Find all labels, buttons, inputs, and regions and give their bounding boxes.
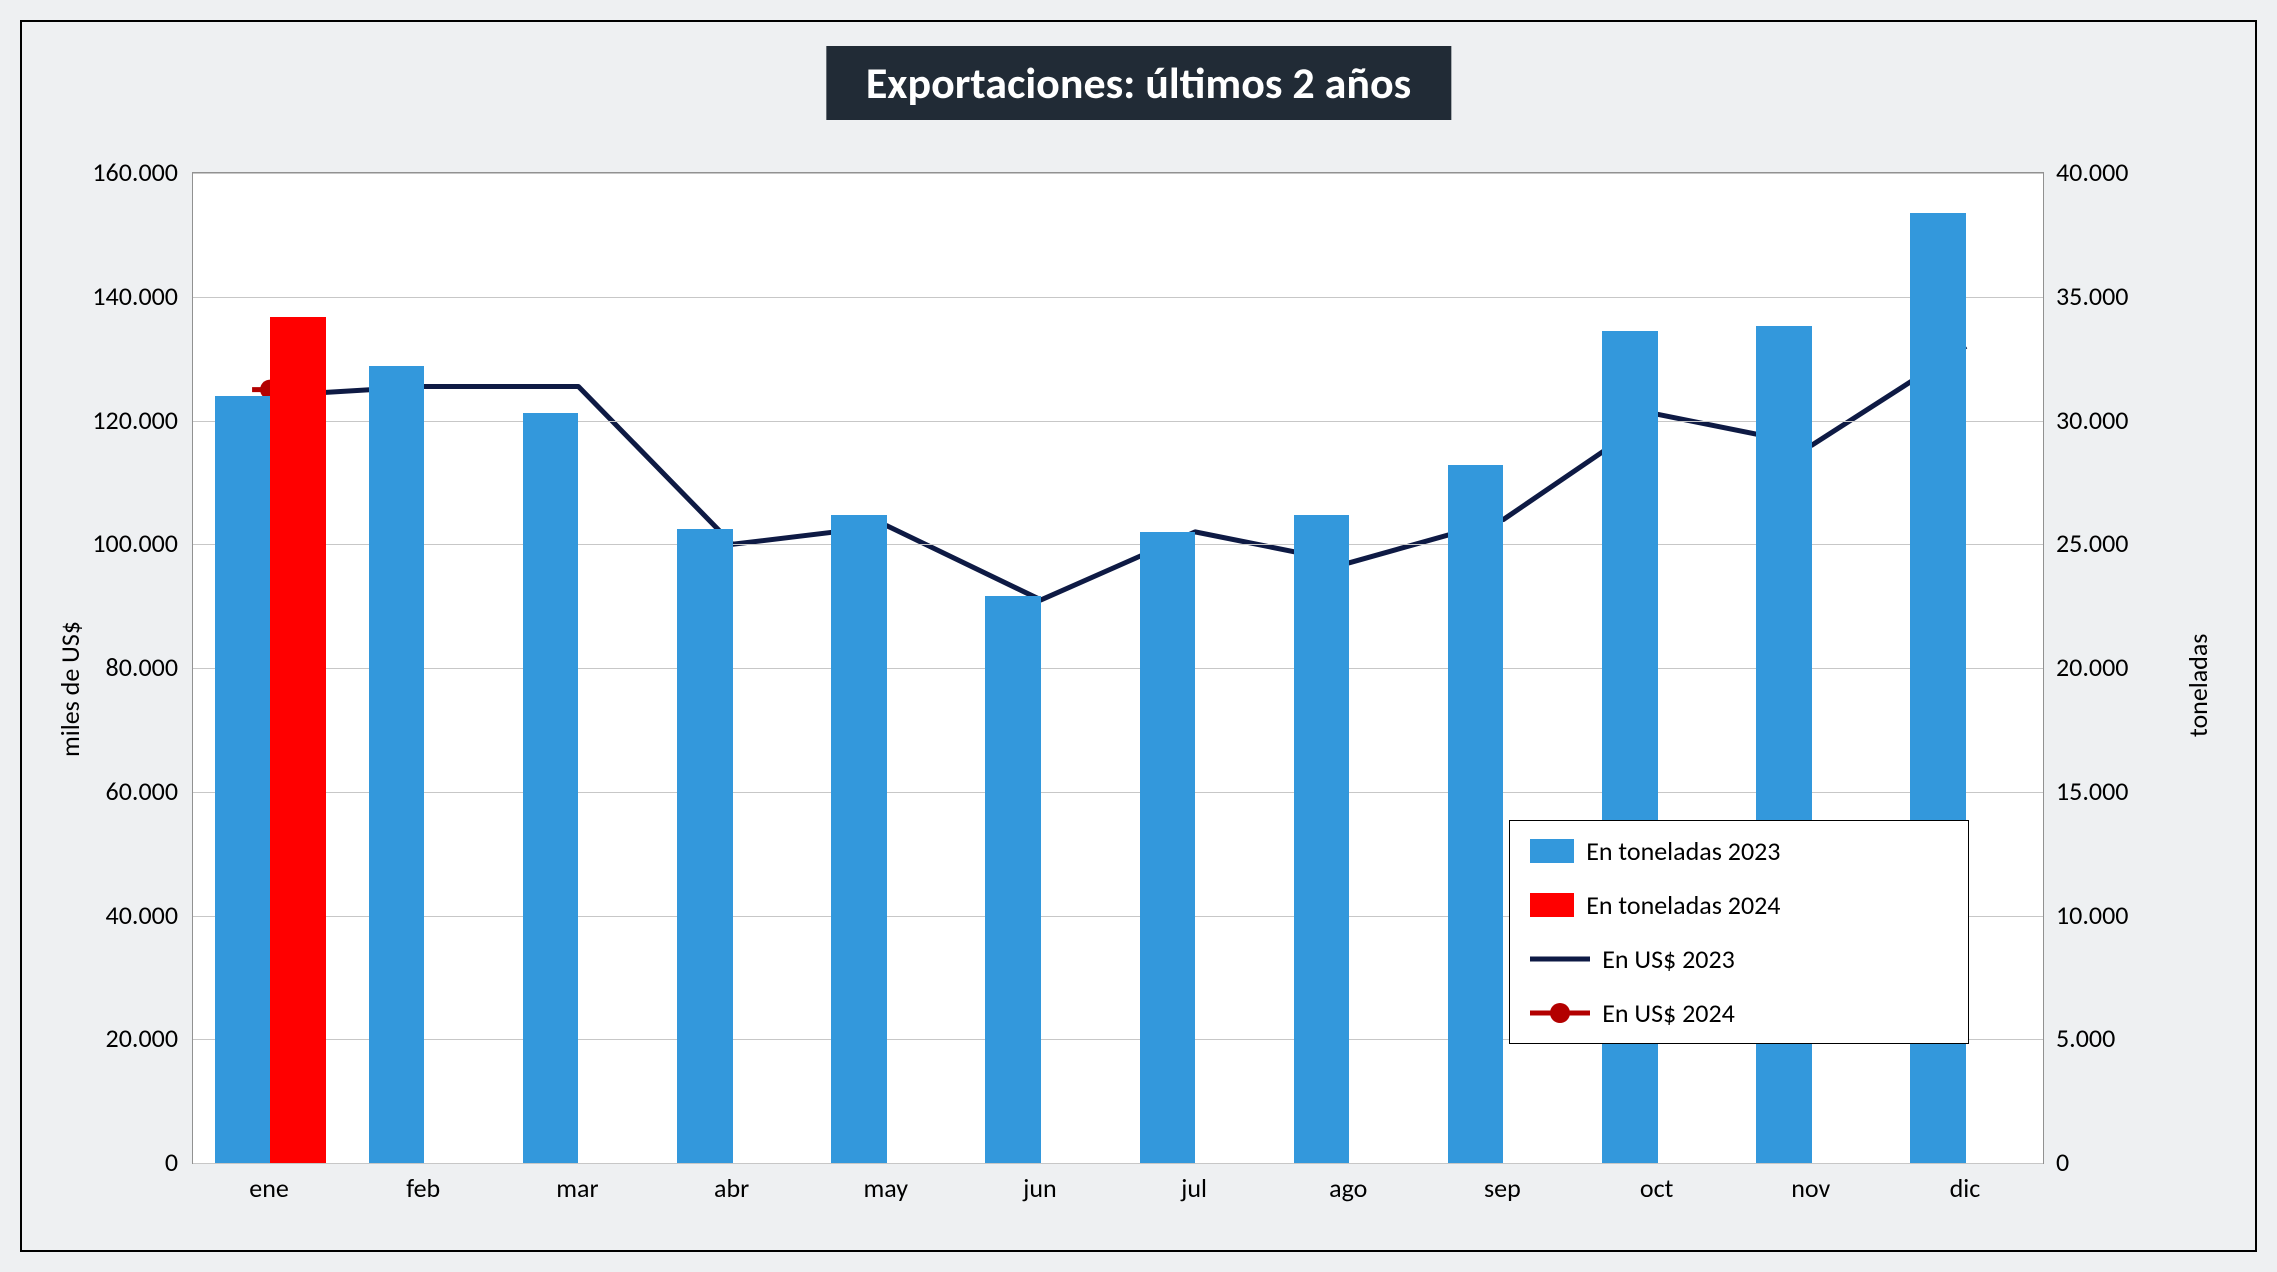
y-right-tick-label: 10.000 [2056, 899, 2128, 931]
bar-2023 [215, 396, 271, 1163]
legend-swatch [1530, 839, 1574, 863]
legend-swatch [1530, 947, 1590, 971]
y-right-tick-label: 20.000 [2056, 651, 2128, 683]
bar-2023 [1140, 532, 1196, 1163]
x-tick-label: abr [655, 1172, 809, 1204]
legend-swatch [1530, 1001, 1590, 1025]
y-left-tick-label: 20.000 [22, 1022, 178, 1054]
legend: En toneladas 2023 En toneladas 2024 En US$… [1509, 820, 1969, 1044]
bar-2023 [1294, 515, 1350, 1163]
bar-2023 [831, 515, 887, 1163]
bar-2023 [523, 413, 579, 1163]
y-right-tick-label: 40.000 [2056, 156, 2128, 188]
x-tick-label: oct [1580, 1172, 1734, 1204]
y-left-tick-label: 60.000 [22, 775, 178, 807]
legend-label: En toneladas 2023 [1586, 835, 1780, 867]
x-tick-label: jun [963, 1172, 1117, 1204]
y-right-tick-label: 30.000 [2056, 404, 2128, 436]
legend-swatch [1530, 893, 1574, 917]
x-tick-label: feb [346, 1172, 500, 1204]
legend-item: En toneladas 2024 [1530, 889, 1948, 921]
y-right-tick-label: 25.000 [2056, 527, 2128, 559]
gridline [193, 297, 2043, 298]
x-tick-label: nov [1734, 1172, 1888, 1204]
bar-2024 [270, 317, 326, 1163]
gridline [193, 173, 2043, 174]
legend-label: En toneladas 2024 [1586, 889, 1780, 921]
x-tick-label: jul [1117, 1172, 1271, 1204]
legend-item: En toneladas 2023 [1530, 835, 1948, 867]
bar-2023 [677, 529, 733, 1163]
y-left-axis-title: miles de US$ [54, 621, 86, 757]
y-right-tick-label: 0 [2056, 1146, 2069, 1178]
legend-item: En US$ 2024 [1530, 997, 1948, 1029]
y-left-tick-label: 160.000 [22, 156, 178, 188]
bar-2023 [985, 596, 1041, 1163]
x-tick-label: dic [1888, 1172, 2042, 1204]
legend-marker [1550, 1003, 1570, 1023]
y-right-tick-label: 5.000 [2056, 1022, 2115, 1054]
y-left-tick-label: 0 [22, 1146, 178, 1178]
chart-container: Exportaciones: últimos 2 años En tonelad… [0, 0, 2277, 1272]
legend-label: En US$ 2023 [1602, 943, 1735, 975]
x-tick-label: ene [192, 1172, 346, 1204]
legend-item: En US$ 2023 [1530, 943, 1948, 975]
y-right-tick-label: 35.000 [2056, 280, 2128, 312]
chart-title: Exportaciones: últimos 2 años [826, 46, 1451, 120]
x-tick-label: mar [500, 1172, 654, 1204]
chart-frame: Exportaciones: últimos 2 años En tonelad… [20, 20, 2257, 1252]
bar-2023 [1448, 465, 1504, 1163]
y-right-tick-label: 15.000 [2056, 775, 2128, 807]
bar-2023 [369, 366, 425, 1163]
x-tick-label: may [809, 1172, 963, 1204]
y-left-tick-label: 80.000 [22, 651, 178, 683]
x-tick-label: ago [1271, 1172, 1425, 1204]
x-tick-label: sep [1425, 1172, 1579, 1204]
legend-label: En US$ 2024 [1602, 997, 1735, 1029]
y-right-axis-title: toneladas [2182, 634, 2214, 737]
gridline [193, 1163, 2043, 1164]
y-left-tick-label: 140.000 [22, 280, 178, 312]
y-left-tick-label: 120.000 [22, 404, 178, 436]
y-left-tick-label: 40.000 [22, 899, 178, 931]
y-left-tick-label: 100.000 [22, 527, 178, 559]
